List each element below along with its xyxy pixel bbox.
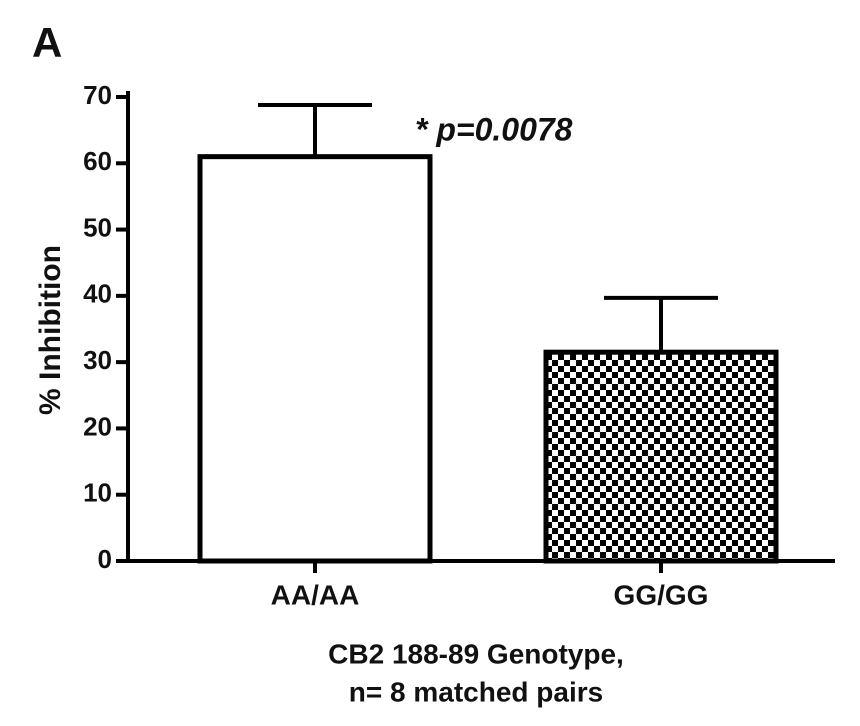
annotation: * p=0.0078 bbox=[415, 111, 573, 147]
y-tick-label: 70 bbox=[83, 80, 112, 110]
y-tick-label: 20 bbox=[83, 411, 112, 441]
panel-label: A bbox=[32, 19, 62, 66]
y-tick-label: 60 bbox=[83, 146, 112, 176]
x-axis-label: n= 8 matched pairs bbox=[349, 676, 603, 707]
y-tick-label: 50 bbox=[83, 212, 112, 242]
y-tick-label: 40 bbox=[83, 279, 112, 309]
y-axis-label: % Inhibition bbox=[34, 245, 67, 415]
y-tick-label: 30 bbox=[83, 345, 112, 375]
x-tick-label: GG/GG bbox=[614, 579, 709, 610]
x-axis-label: CB2 188-89 Genotype, bbox=[328, 638, 624, 669]
bar bbox=[197, 154, 433, 564]
bar bbox=[543, 349, 779, 564]
y-tick-label: 0 bbox=[98, 544, 112, 574]
x-tick-label: AA/AA bbox=[271, 579, 360, 610]
y-tick-label: 10 bbox=[83, 478, 112, 508]
